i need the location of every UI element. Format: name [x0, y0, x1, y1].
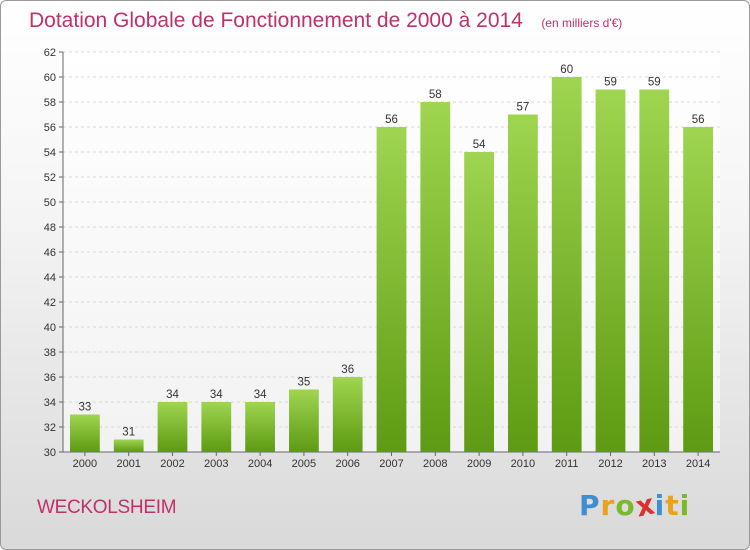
bar — [639, 89, 670, 452]
bar — [113, 439, 144, 452]
bar — [420, 102, 451, 452]
logo-letter: t — [665, 489, 680, 522]
x-tick-label: 2013 — [642, 458, 666, 470]
bar — [376, 127, 407, 452]
y-tick-label: 54 — [44, 147, 56, 159]
title-line: Dotation Globale de Fonctionnement de 20… — [29, 9, 622, 33]
bar — [332, 377, 363, 452]
logo-letter: P — [579, 489, 601, 522]
x-tick-label: 2007 — [379, 458, 403, 470]
y-tick-label: 52 — [44, 172, 56, 184]
y-tick-label: 42 — [44, 297, 56, 309]
bar-value-label: 34 — [166, 389, 179, 401]
x-tick-label: 2001 — [116, 458, 140, 470]
logo-letter: i — [679, 489, 691, 522]
bar-value-label: 59 — [604, 77, 617, 89]
y-tick-label: 58 — [44, 97, 56, 109]
x-tick-label: 2010 — [511, 458, 535, 470]
x-tick-label: 2012 — [598, 458, 622, 470]
bar — [157, 402, 188, 452]
y-tick-label: 44 — [44, 272, 56, 284]
y-tick-label: 34 — [44, 397, 56, 409]
bar-value-label: 35 — [298, 377, 311, 389]
bar-value-label: 58 — [429, 89, 442, 101]
logo-letter: i — [654, 489, 666, 522]
y-tick-label: 36 — [44, 372, 56, 384]
bar-value-label: 60 — [560, 64, 573, 76]
x-tick-label: 2002 — [160, 458, 184, 470]
bar — [464, 152, 494, 452]
x-tick-label: 2006 — [335, 458, 359, 470]
x-tick-label: 2011 — [555, 458, 579, 470]
x-tick-label: 2014 — [686, 458, 710, 470]
bar-value-label: 57 — [517, 102, 530, 114]
bar — [289, 389, 319, 452]
bar — [201, 402, 232, 452]
chart-title: Dotation Globale de Fonctionnement de 20… — [29, 9, 523, 32]
bar-value-label: 36 — [341, 364, 354, 376]
bar-value-label: 56 — [692, 114, 705, 126]
bar-value-label: 34 — [210, 389, 223, 401]
y-tick-label: 56 — [44, 122, 56, 134]
y-tick-label: 46 — [44, 247, 56, 259]
bar — [551, 77, 582, 452]
x-tick-label: 2008 — [423, 458, 447, 470]
y-tick-label: 62 — [44, 47, 56, 59]
bar — [70, 414, 100, 452]
bar-value-label: 56 — [385, 114, 398, 126]
x-tick-label: 2005 — [292, 458, 316, 470]
bar — [245, 402, 275, 452]
bar-value-label: 34 — [254, 389, 267, 401]
logo-letter: o — [615, 489, 636, 522]
chart-subtitle: (en milliers d'€) — [541, 16, 623, 30]
bar-value-label: 54 — [473, 139, 486, 151]
x-tick-label: 2004 — [248, 458, 272, 470]
y-tick-label: 32 — [44, 422, 56, 434]
y-tick-label: 40 — [44, 322, 56, 334]
logo-letter: r — [600, 489, 616, 522]
y-tick-label: 30 — [44, 447, 56, 459]
bar-value-label: 31 — [122, 427, 135, 439]
y-tick-label: 50 — [44, 197, 56, 209]
commune-name: WECKOLSHEIM — [37, 497, 177, 518]
proxiti-logo[interactable]: Proxiti — [579, 487, 691, 523]
x-tick-label: 2009 — [467, 458, 491, 470]
bar-value-label: 33 — [79, 402, 92, 414]
bar-value-label: 59 — [648, 77, 661, 89]
bar — [683, 127, 713, 452]
bar — [595, 89, 626, 452]
x-tick-label: 2003 — [204, 458, 228, 470]
y-tick-label: 48 — [44, 222, 56, 234]
y-tick-label: 38 — [44, 347, 56, 359]
y-tick-label: 60 — [44, 72, 56, 84]
x-tick-label: 2000 — [73, 458, 97, 470]
bar — [508, 114, 538, 452]
